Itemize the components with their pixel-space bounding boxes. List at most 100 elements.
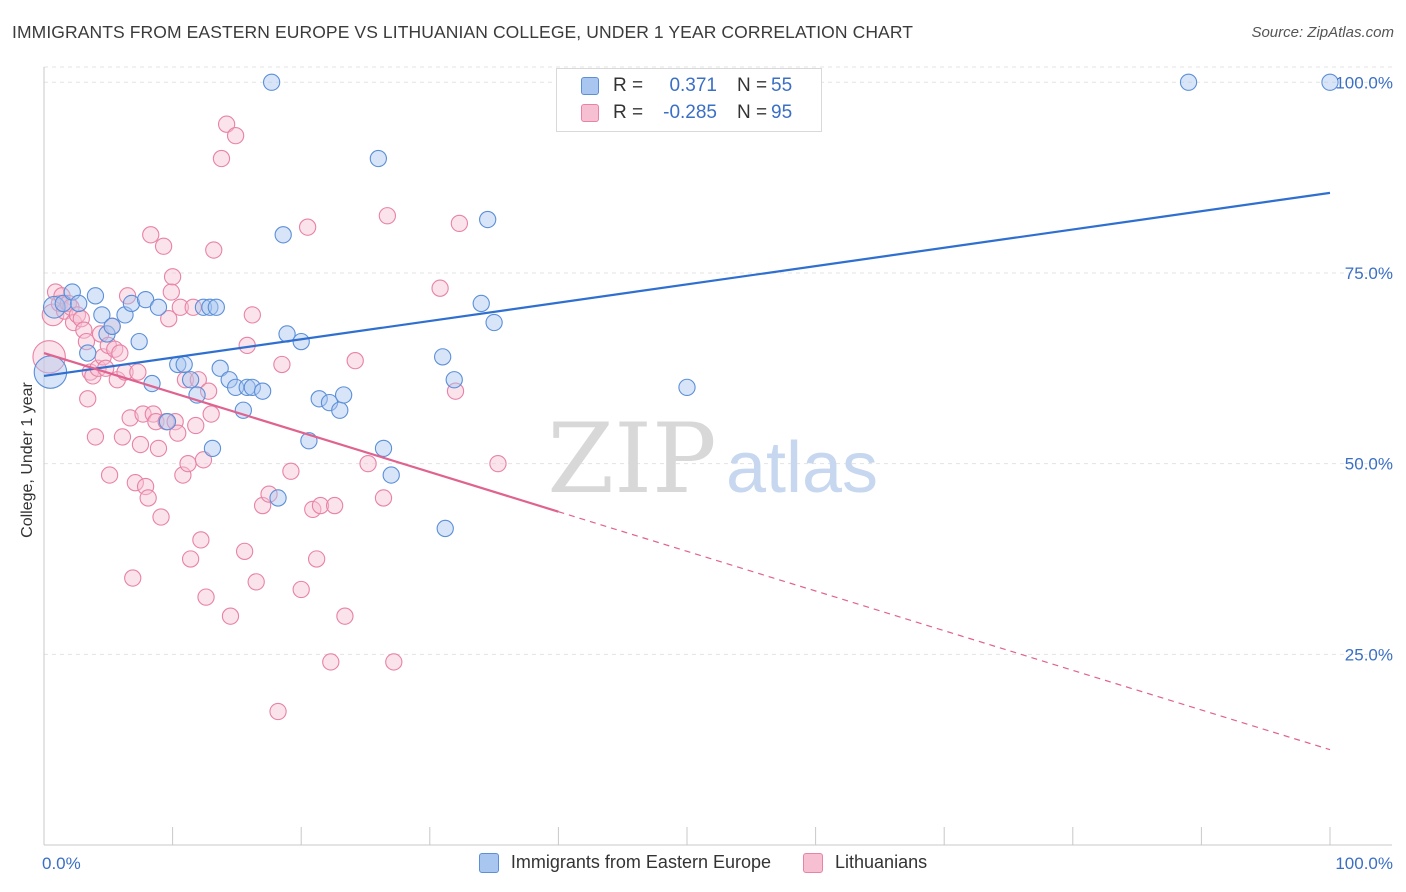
point-eastern-europe	[136, 290, 155, 309]
point-lithuanians	[134, 405, 152, 423]
point-lithuanians	[489, 454, 507, 473]
point-lithuanians	[431, 279, 449, 297]
point-lithuanians	[221, 607, 240, 625]
point-lithuanians	[260, 485, 278, 503]
point-lithuanians	[149, 439, 168, 458]
point-lithuanians	[187, 416, 205, 435]
point-lithuanians	[169, 424, 187, 442]
point-lithuanians	[205, 241, 223, 259]
points-layer	[32, 73, 1339, 721]
point-eastern-europe	[149, 298, 168, 316]
point-lithuanians	[162, 283, 180, 301]
point-lithuanians	[269, 702, 287, 721]
point-eastern-europe	[269, 489, 287, 507]
legend-row-pink: R = -0.285 N = 95	[581, 100, 792, 126]
point-lithuanians	[235, 542, 254, 560]
point-lithuanians	[336, 607, 354, 625]
tick-label-layer: 25.0% 50.0% 75.0% 100.0% 0.0% 100.0%	[42, 73, 1393, 873]
point-lithuanians	[86, 428, 105, 446]
point-lithuanians	[111, 344, 129, 362]
legend-item-lithuanians[interactable]: Lithuanians	[803, 852, 927, 873]
point-lithuanians	[181, 550, 200, 568]
point-lithuanians	[121, 409, 139, 427]
legend-n-label: N =	[737, 75, 768, 96]
point-lithuanians	[217, 115, 236, 133]
point-eastern-europe	[678, 378, 696, 397]
point-lithuanians	[199, 382, 218, 400]
point-eastern-europe	[1321, 73, 1339, 91]
point-lithuanians	[359, 454, 377, 473]
legend-swatch-blue	[478, 852, 499, 873]
point-lithuanians	[176, 371, 195, 389]
trendline-lithuanians	[43, 351, 559, 513]
point-eastern-europe	[310, 390, 328, 408]
point-eastern-europe	[472, 294, 490, 313]
point-lithuanians	[374, 489, 393, 507]
point-eastern-europe	[122, 294, 141, 313]
point-lithuanians	[179, 454, 197, 473]
point-lithuanians	[152, 508, 170, 526]
watermark-atlas: atlas	[726, 428, 878, 508]
legend-r-value: 0.371	[669, 75, 717, 96]
point-eastern-europe	[243, 378, 261, 397]
point-eastern-europe	[203, 439, 222, 458]
legend-item-label: Immigrants from Eastern Europe	[510, 852, 772, 872]
point-eastern-europe	[181, 371, 200, 389]
point-lithuanians	[136, 477, 155, 496]
point-lithuanians	[243, 306, 261, 324]
point-eastern-europe	[86, 287, 105, 305]
point-eastern-europe	[374, 439, 393, 458]
series-legend: Immigrants from Eastern Europe Lithuania…	[0, 852, 1406, 873]
point-lithuanians	[212, 149, 231, 168]
y-tick-label: 25.0%	[1345, 645, 1393, 664]
point-eastern-europe	[201, 298, 219, 316]
point-lithuanians	[197, 588, 215, 606]
y-axis-title: College, Under 1 year	[19, 382, 36, 538]
point-eastern-europe	[436, 519, 454, 538]
legend-item-eastern-europe[interactable]: Immigrants from Eastern Europe	[478, 852, 772, 873]
point-eastern-europe	[485, 313, 503, 332]
watermark: ZIP atlas	[547, 403, 878, 515]
y-tick-label: 100.0%	[1335, 73, 1393, 92]
point-lithuanians	[298, 218, 317, 236]
point-lithuanians	[202, 405, 220, 423]
y-tick-label: 50.0%	[1345, 455, 1393, 474]
point-eastern-europe	[42, 295, 66, 319]
point-eastern-europe	[334, 386, 353, 404]
point-eastern-europe	[274, 226, 292, 244]
point-eastern-europe	[292, 332, 310, 351]
point-lithuanians	[322, 653, 340, 671]
point-lithuanians	[113, 428, 132, 446]
trendline-eastern-europe	[43, 191, 1331, 378]
point-lithuanians	[142, 226, 160, 244]
point-lithuanians	[282, 462, 300, 480]
point-eastern-europe	[479, 210, 497, 229]
point-lithuanians	[124, 569, 142, 587]
grid-layer	[44, 66, 1392, 655]
point-lithuanians	[79, 390, 97, 408]
point-lithuanians	[160, 310, 178, 328]
point-lithuanians	[226, 126, 245, 145]
point-lithuanians	[75, 321, 93, 339]
chart-title: IMMIGRANTS FROM EASTERN EUROPE VS LITHUA…	[12, 22, 914, 42]
source-label: Source: ZipAtlas.com	[1251, 24, 1394, 41]
legend-r-label: R =	[613, 75, 644, 96]
point-eastern-europe	[93, 306, 111, 324]
point-eastern-europe	[207, 298, 225, 316]
point-lithuanians	[126, 474, 144, 492]
point-eastern-europe	[445, 371, 463, 389]
point-lithuanians	[194, 451, 213, 469]
legend-n-value: 95	[771, 102, 793, 123]
point-lithuanians	[325, 496, 344, 515]
point-eastern-europe	[211, 359, 229, 377]
point-eastern-europe	[158, 413, 177, 431]
legend-n-label: N =	[737, 102, 768, 123]
point-eastern-europe	[103, 317, 121, 335]
axis-layer	[43, 67, 1392, 846]
point-lithuanians	[131, 435, 150, 454]
y-tick-label: 75.0%	[1345, 264, 1393, 283]
point-lithuanians	[311, 496, 330, 515]
point-lithuanians	[273, 355, 291, 374]
point-eastern-europe	[130, 332, 148, 351]
